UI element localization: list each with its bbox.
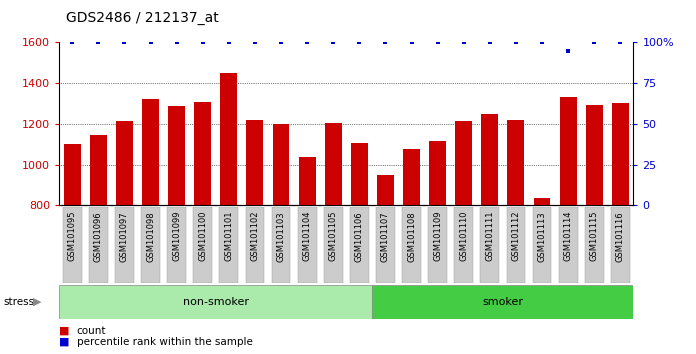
Bar: [612, 103, 628, 205]
Bar: [455, 121, 472, 205]
Bar: [221, 73, 237, 205]
Bar: [507, 120, 524, 205]
Text: stress: stress: [3, 297, 35, 307]
Text: GSM101108: GSM101108: [407, 211, 416, 262]
Bar: [246, 207, 264, 283]
Bar: [428, 207, 447, 283]
Bar: [560, 97, 576, 205]
Bar: [194, 102, 211, 205]
Text: GSM101098: GSM101098: [146, 211, 155, 262]
Text: GSM101100: GSM101100: [198, 211, 207, 261]
Text: non-smoker: non-smoker: [183, 297, 248, 307]
Bar: [59, 285, 372, 319]
Text: GSM101115: GSM101115: [590, 211, 599, 261]
Bar: [350, 207, 369, 283]
Text: GSM101099: GSM101099: [172, 211, 181, 261]
Bar: [532, 207, 551, 283]
Text: GSM101107: GSM101107: [381, 211, 390, 262]
Bar: [64, 144, 81, 205]
Text: GSM101110: GSM101110: [459, 211, 468, 261]
Text: count: count: [77, 326, 106, 336]
Bar: [141, 207, 160, 283]
Text: GSM101096: GSM101096: [94, 211, 103, 262]
Text: GSM101095: GSM101095: [68, 211, 77, 261]
Bar: [507, 207, 525, 283]
Text: smoker: smoker: [482, 297, 523, 307]
Bar: [585, 207, 603, 283]
Bar: [116, 121, 133, 205]
Bar: [534, 198, 551, 205]
Bar: [193, 207, 212, 283]
Text: GSM101103: GSM101103: [276, 211, 285, 262]
Text: GSM101105: GSM101105: [329, 211, 338, 261]
Bar: [246, 120, 263, 205]
Bar: [89, 207, 108, 283]
Bar: [482, 114, 498, 205]
Bar: [142, 99, 159, 205]
Bar: [429, 141, 446, 205]
Text: ■: ■: [59, 337, 70, 347]
Text: GSM101104: GSM101104: [303, 211, 312, 261]
Text: GSM101116: GSM101116: [616, 211, 625, 262]
Text: GSM101097: GSM101097: [120, 211, 129, 262]
Text: GSM101114: GSM101114: [564, 211, 573, 261]
Bar: [299, 158, 315, 205]
Bar: [454, 207, 473, 283]
Text: GSM101101: GSM101101: [224, 211, 233, 261]
Bar: [219, 207, 238, 283]
Bar: [168, 105, 185, 205]
Text: ▶: ▶: [33, 297, 42, 307]
Bar: [480, 207, 499, 283]
Bar: [559, 207, 578, 283]
Bar: [376, 207, 395, 283]
Bar: [167, 207, 186, 283]
Text: GSM101113: GSM101113: [537, 211, 546, 262]
Text: GSM101111: GSM101111: [485, 211, 494, 261]
Bar: [402, 207, 421, 283]
Text: GSM101112: GSM101112: [512, 211, 521, 261]
Bar: [351, 143, 367, 205]
Bar: [115, 207, 134, 283]
Bar: [403, 149, 420, 205]
Bar: [63, 207, 81, 283]
Bar: [372, 285, 633, 319]
Text: GSM101102: GSM101102: [251, 211, 260, 261]
Bar: [325, 123, 342, 205]
Text: GDS2486 / 212137_at: GDS2486 / 212137_at: [66, 11, 219, 25]
Bar: [377, 175, 394, 205]
Bar: [271, 207, 290, 283]
Text: GSM101106: GSM101106: [355, 211, 364, 262]
Text: ■: ■: [59, 326, 70, 336]
Bar: [586, 104, 603, 205]
Bar: [273, 124, 290, 205]
Bar: [611, 207, 630, 283]
Bar: [90, 135, 106, 205]
Bar: [298, 207, 317, 283]
Text: GSM101109: GSM101109: [433, 211, 442, 261]
Bar: [324, 207, 342, 283]
Text: percentile rank within the sample: percentile rank within the sample: [77, 337, 253, 347]
